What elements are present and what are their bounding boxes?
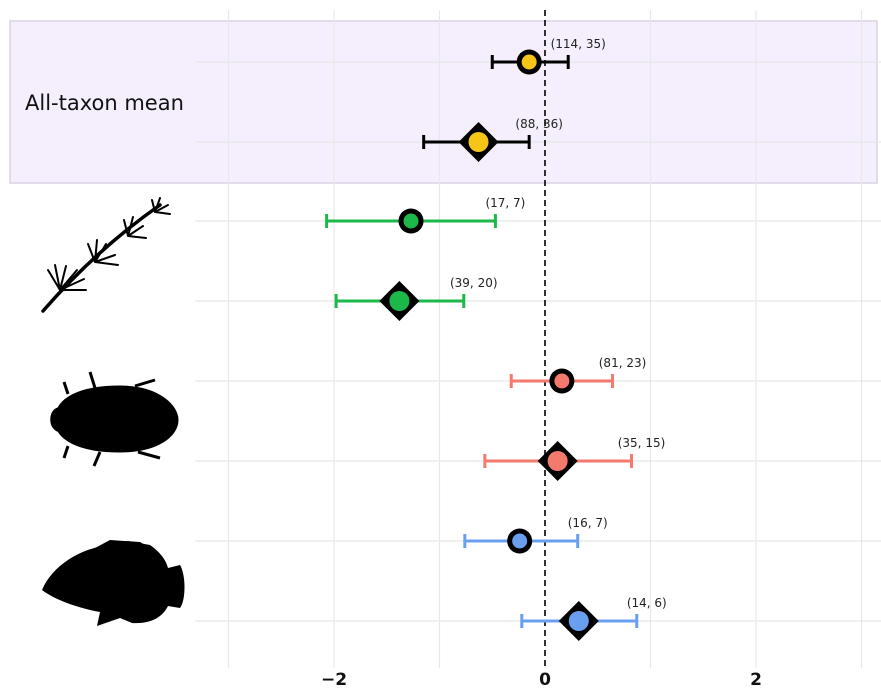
plant-circle-row: (17, 7) bbox=[325, 196, 525, 234]
estimate-point bbox=[468, 132, 489, 152]
grid-lines bbox=[195, 10, 881, 668]
estimate-point bbox=[512, 533, 528, 549]
sample-size-label: (17, 7) bbox=[485, 196, 525, 210]
estimate-point bbox=[403, 213, 419, 229]
all-taxon-highlight-band bbox=[9, 20, 878, 184]
sample-size-label: (39, 20) bbox=[450, 276, 498, 290]
all-taxon-mean-label: All-taxon mean bbox=[25, 91, 184, 115]
insect-circle-row: (81, 23) bbox=[509, 356, 647, 394]
estimate-point bbox=[554, 373, 570, 389]
x-tick-label: 2 bbox=[750, 670, 762, 690]
plant-diamond-row: (39, 20) bbox=[334, 276, 498, 321]
insect-diamond-row: (35, 15) bbox=[483, 436, 666, 481]
sample-size-label: (114, 35) bbox=[551, 37, 606, 51]
x-axis-tick-labels: −2 0 2 bbox=[321, 670, 762, 690]
sample-size-label: (88, 36) bbox=[515, 117, 563, 131]
estimate-rows: (114, 35) (88, 36) (17, 7) (39, 20) (81, 23)… bbox=[325, 37, 667, 641]
fish-circle-row: (16, 7) bbox=[463, 516, 608, 554]
estimate-point bbox=[568, 611, 589, 631]
estimate-point bbox=[547, 451, 568, 471]
sample-size-label: (81, 23) bbox=[599, 356, 647, 370]
estimate-point bbox=[521, 54, 537, 70]
estimate-point bbox=[389, 291, 410, 311]
x-tick-label: 0 bbox=[539, 670, 551, 690]
beetle-silhouette-icon bbox=[50, 371, 179, 467]
all-circle-row: (114, 35) bbox=[490, 37, 606, 75]
plant-silhouette-icon bbox=[41, 197, 171, 313]
all-diamond-row: (88, 36) bbox=[422, 117, 563, 162]
sample-size-label: (16, 7) bbox=[568, 516, 608, 530]
fish-silhouette-icon bbox=[42, 540, 185, 626]
fish-diamond-row: (14, 6) bbox=[520, 596, 667, 641]
sample-size-label: (35, 15) bbox=[618, 436, 666, 450]
x-tick-label: −2 bbox=[321, 670, 347, 690]
sample-size-label: (14, 6) bbox=[627, 596, 667, 610]
